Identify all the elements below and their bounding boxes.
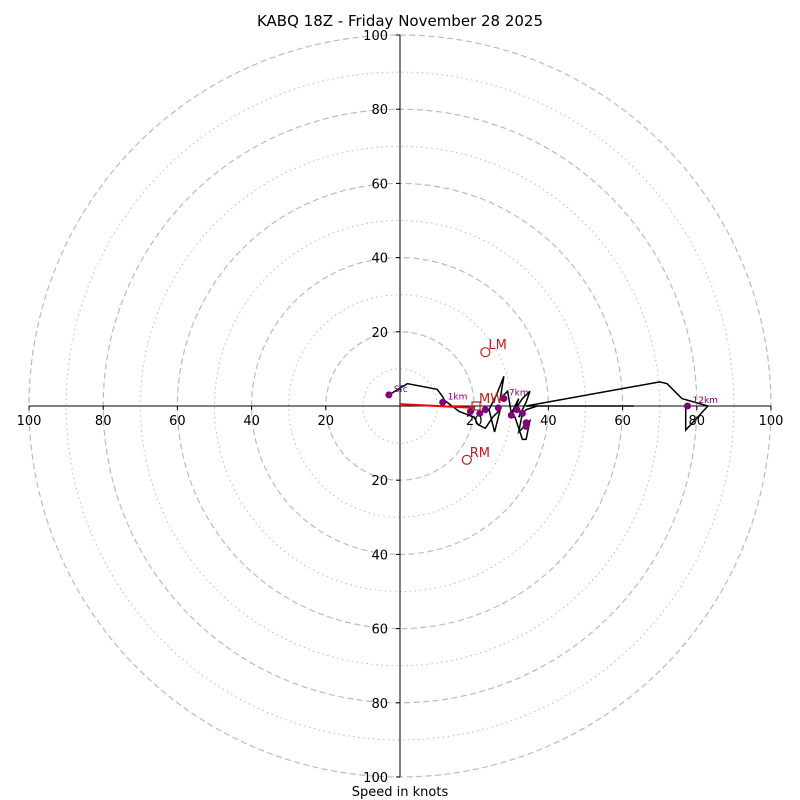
y-tick-label: 60 bbox=[371, 177, 388, 192]
storm-motion-markers: LM RM MW bbox=[461, 338, 507, 465]
hodograph-series bbox=[388, 376, 710, 441]
x-tick-label: 80 bbox=[689, 414, 706, 429]
height-marker-dot bbox=[466, 408, 474, 416]
axes bbox=[29, 35, 771, 777]
x-tick-label: 40 bbox=[540, 414, 557, 429]
height-marker-label: 1km bbox=[448, 392, 468, 402]
y-tick-label: 100 bbox=[363, 771, 388, 786]
tick-labels: 100 80 60 40 20 20 40 60 80 100100806040202040608… bbox=[17, 29, 784, 786]
height-marker-dot bbox=[439, 398, 447, 406]
y-tick-label: 20 bbox=[371, 474, 388, 489]
x-tick-label: 80 bbox=[95, 414, 112, 429]
y-tick-label: 20 bbox=[371, 326, 388, 341]
x-axis-label: Speed in knots bbox=[352, 785, 449, 800]
height-marker-dot bbox=[500, 395, 508, 403]
hodograph-line bbox=[388, 376, 710, 441]
chart-title: KABQ 18Z - Friday November 28 2025 bbox=[257, 12, 543, 30]
height-marker-dot bbox=[481, 406, 489, 414]
y-tick-label: 100 bbox=[363, 29, 388, 44]
y-tick-label: 40 bbox=[371, 252, 388, 267]
height-markers: Sfc 1km 7km 12km bbox=[385, 385, 718, 430]
height-marker-label: 7km bbox=[509, 389, 529, 399]
motion-marker-label: LM bbox=[488, 338, 506, 353]
motion-marker-label: RM bbox=[470, 446, 490, 461]
x-tick-label: 40 bbox=[243, 414, 260, 429]
x-tick-label: 60 bbox=[169, 414, 186, 429]
motion-marker-label: MW bbox=[479, 392, 503, 407]
height-marker-dot bbox=[513, 406, 521, 414]
motion-marker-square bbox=[471, 401, 481, 411]
x-tick-label: 20 bbox=[318, 414, 335, 429]
height-marker-label: Sfc bbox=[394, 385, 408, 395]
height-marker-label: 12km bbox=[693, 396, 718, 406]
y-tick-label: 60 bbox=[371, 623, 388, 638]
motion-marker-circle bbox=[461, 454, 472, 465]
height-marker-dot bbox=[684, 402, 692, 410]
y-tick-label: 80 bbox=[371, 697, 388, 712]
height-marker-dot bbox=[522, 422, 530, 430]
x-tick-label: 100 bbox=[759, 414, 784, 429]
motion-marker-circle bbox=[480, 347, 491, 358]
x-tick-label: 60 bbox=[614, 414, 631, 429]
height-marker-dot bbox=[494, 404, 502, 412]
height-marker-dot bbox=[507, 411, 515, 419]
height-marker-dot bbox=[476, 409, 484, 417]
x-tick-label: 100 bbox=[17, 414, 42, 429]
y-tick-label: 40 bbox=[371, 548, 388, 563]
mean-wind-vector-line bbox=[399, 403, 475, 409]
y-tick-label: 80 bbox=[371, 103, 388, 118]
height-marker-dot bbox=[518, 409, 526, 417]
height-marker-dot bbox=[385, 391, 393, 399]
